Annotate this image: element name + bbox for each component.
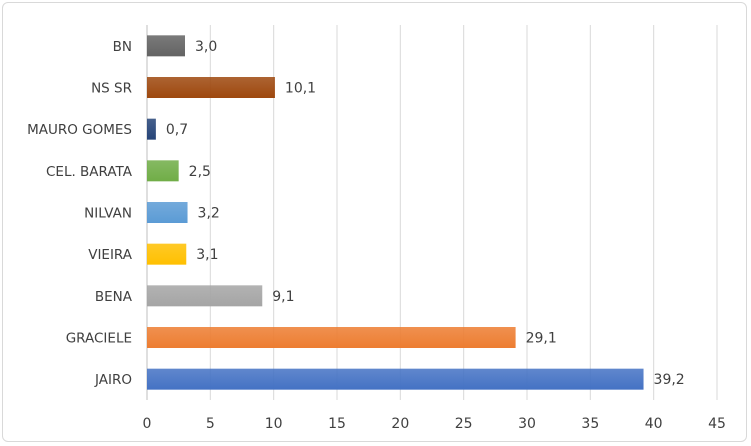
x-tick-label-15: 15: [328, 416, 346, 432]
data-label-bena: 9,1: [272, 289, 294, 305]
category-label-ns-sr: NS SR: [91, 81, 132, 97]
x-tick-label-25: 25: [455, 416, 473, 432]
x-tick-label-40: 40: [645, 416, 663, 432]
data-label-nilvan: 3,2: [198, 206, 220, 222]
bar-ns-sr: [147, 77, 275, 98]
bar-graciele: [147, 327, 516, 348]
category-label-bn: BN: [113, 39, 132, 55]
x-tick-label-35: 35: [581, 416, 599, 432]
data-label-vieira: 3,1: [196, 247, 218, 263]
category-label-bena: BENA: [95, 289, 133, 305]
bar-jairo: [147, 368, 644, 390]
x-tick-label-5: 5: [206, 416, 215, 432]
category-label-vieira: VIEIRA: [88, 247, 133, 263]
bar-nilvan: [147, 202, 188, 223]
data-label-cel-barata: 2,5: [189, 164, 211, 180]
x-tick-label-20: 20: [391, 416, 409, 432]
data-label-bn: 3,0: [195, 39, 217, 55]
x-tick-label-10: 10: [265, 416, 283, 432]
bar-vieira: [147, 243, 187, 265]
category-label-jairo: JAIRO: [94, 372, 132, 388]
data-label-jairo: 39,2: [654, 372, 685, 388]
category-label-mauro-gomes: MAURO GOMES: [27, 122, 132, 138]
category-label-graciele: GRACIELE: [66, 331, 132, 347]
bar-cel-barata: [147, 160, 179, 182]
bar-mauro-gomes: [147, 118, 156, 140]
bar-bena: [147, 285, 263, 307]
x-tick-label-0: 0: [143, 416, 152, 432]
data-label-ns-sr: 10,1: [285, 81, 316, 97]
category-label-cel-barata: CEL. BARATA: [46, 164, 133, 180]
data-label-graciele: 29,1: [526, 331, 557, 347]
data-label-mauro-gomes: 0,7: [166, 122, 188, 138]
x-tick-label-45: 45: [708, 416, 726, 432]
bar-bn: [147, 35, 185, 57]
x-tick-label-30: 30: [518, 416, 536, 432]
category-label-nilvan: NILVAN: [84, 206, 132, 222]
